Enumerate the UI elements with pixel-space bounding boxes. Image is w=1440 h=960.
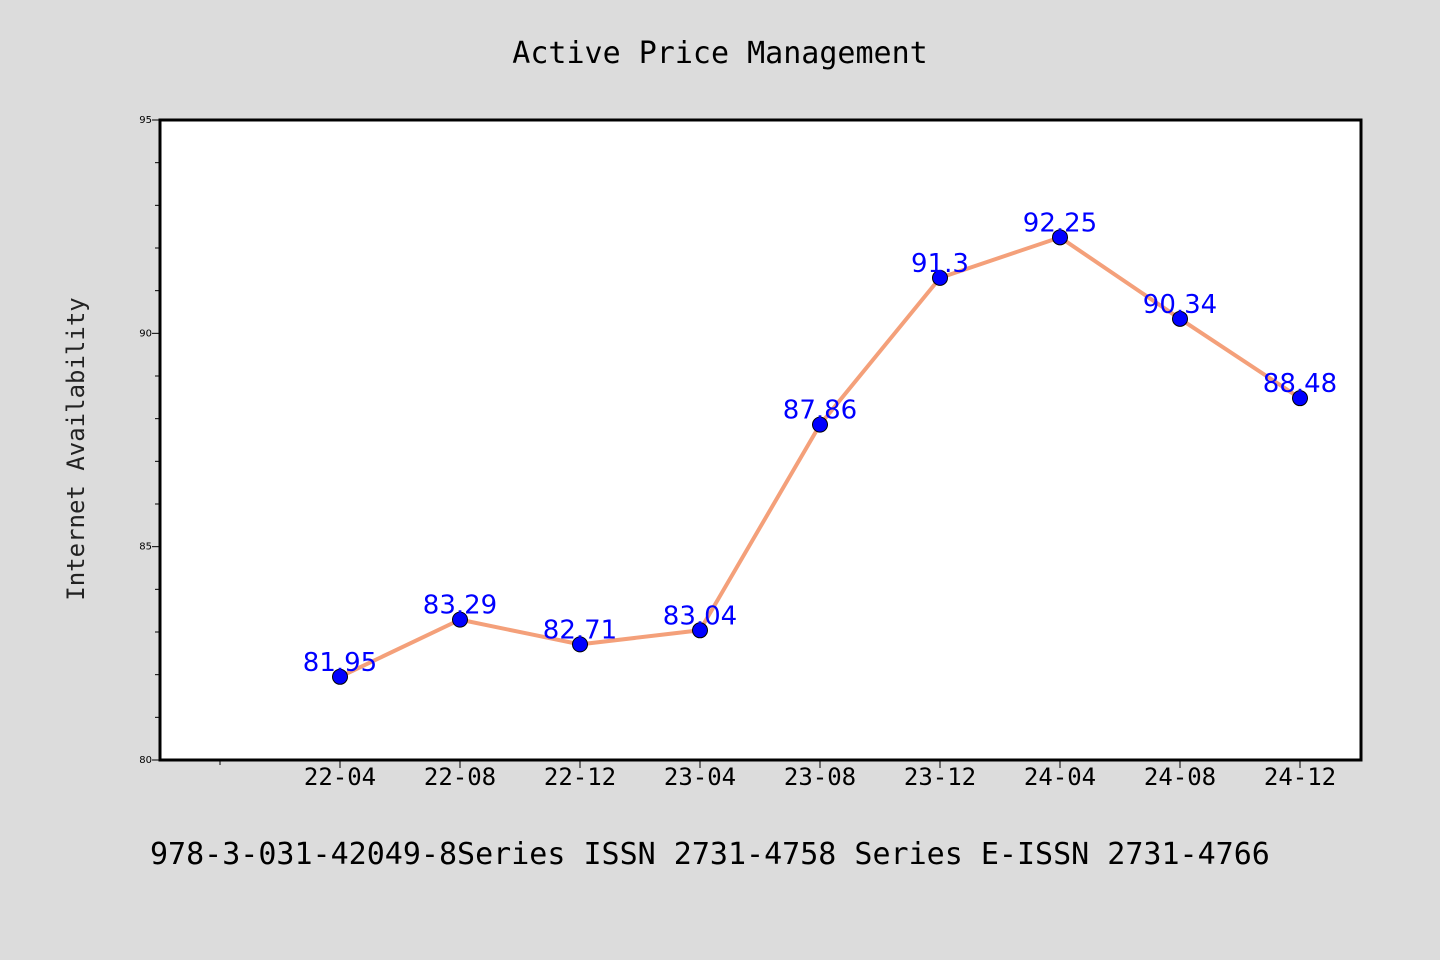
data-labels-group: 81.95 83.29 82.71 83.04 87.86 91.3 92.25 90.34 8… xyxy=(303,208,1337,677)
data-label: 92.25 xyxy=(1023,208,1097,238)
plot-frame xyxy=(158,118,1363,762)
plot-area xyxy=(160,120,1361,760)
y-tick-label: 85 xyxy=(139,542,152,553)
data-point-marker xyxy=(1292,390,1308,407)
data-label: 83.04 xyxy=(663,601,737,631)
x-tick-label: 24-12 xyxy=(1264,763,1336,791)
y-axis-label: Internet Availability xyxy=(62,297,90,600)
y-tick-label: 90 xyxy=(139,328,152,339)
footer-isbn-text: 978-3-031-42049-8Series ISSN 2731-4758 S… xyxy=(150,837,1270,872)
x-tick-label: 22-04 xyxy=(304,763,376,791)
data-point-marker xyxy=(332,668,348,685)
data-label: 81.95 xyxy=(303,648,377,678)
data-label: 87.86 xyxy=(783,396,857,426)
x-tick-label: 23-12 xyxy=(904,763,976,791)
x-tick-labels: 22-04 22-08 22-12 23-04 23-08 23-12 24-04 24-08… xyxy=(304,763,1336,791)
x-tick-label: 22-12 xyxy=(544,763,616,791)
y-tick-label: 95 xyxy=(139,115,152,126)
data-point-marker xyxy=(1052,229,1068,246)
data-point-marker xyxy=(452,611,468,628)
data-label: 91.3 xyxy=(911,249,969,279)
chart-title: Active Price Management xyxy=(512,36,927,71)
data-label: 88.48 xyxy=(1263,369,1337,399)
data-label: 82.71 xyxy=(543,615,617,645)
data-point-marker xyxy=(1172,310,1188,327)
data-point-marker xyxy=(572,636,588,653)
data-label: 83.29 xyxy=(423,591,497,621)
y-tick-label: 80 xyxy=(139,755,152,766)
data-label: 90.34 xyxy=(1143,290,1217,320)
y-tick-labels: 80 85 90 95 xyxy=(139,115,152,766)
x-tick-label: 24-08 xyxy=(1144,763,1216,791)
data-point-marker xyxy=(692,622,708,639)
markers-group xyxy=(332,229,1308,685)
x-tick-label: 24-04 xyxy=(1024,763,1096,791)
data-point-marker xyxy=(812,416,828,433)
x-tick-label: 23-08 xyxy=(784,763,856,791)
data-point-marker xyxy=(932,269,948,286)
x-tick-label: 23-04 xyxy=(664,763,736,791)
x-tick-label: 22-08 xyxy=(424,763,496,791)
